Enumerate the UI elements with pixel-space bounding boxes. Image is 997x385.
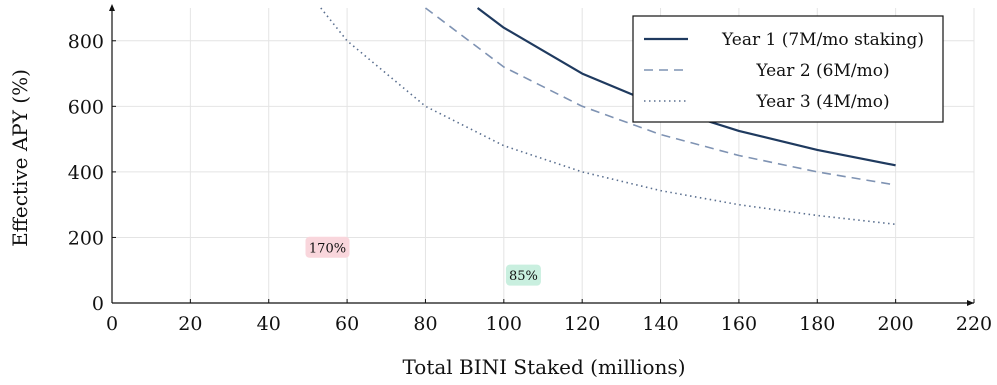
x-tick-label: 20 xyxy=(178,313,202,335)
annotation-badge xyxy=(505,264,541,286)
x-tick-label: 120 xyxy=(564,313,600,335)
y-tick-label: 800 xyxy=(68,31,104,53)
x-tick-label: 40 xyxy=(257,313,281,335)
x-tick-label: 160 xyxy=(721,313,757,335)
x-tick-label: 220 xyxy=(956,313,992,335)
y-tick-label: 0 xyxy=(92,293,104,315)
tick-labels: 0 20 40 60 80 100 120 140 160 180 200 220 0 200 400 600… xyxy=(68,31,992,335)
series-line-year-2 xyxy=(425,7,896,186)
x-tick-label: 0 xyxy=(106,313,118,335)
x-tick-label: 140 xyxy=(642,313,678,335)
annotation-badge xyxy=(305,236,350,258)
legend: Year 1 (7M/mo staking) Year 2 (6M/mo) Year… xyxy=(632,15,944,123)
x-tick-label: 60 xyxy=(335,313,359,335)
annotations: 170% 85% xyxy=(305,236,541,286)
y-axis-label: Effective APY (%) xyxy=(8,69,32,247)
x-tick-label: 80 xyxy=(413,313,437,335)
x-tick-label: 180 xyxy=(799,313,835,335)
x-axis-arrow xyxy=(967,300,974,306)
y-axis-arrow xyxy=(109,4,115,11)
x-axis-label: Total BINI Staked (millions) xyxy=(402,355,685,379)
y-tick-label: 600 xyxy=(68,96,104,118)
x-tick-label: 200 xyxy=(878,313,914,335)
annotation-label: 170% xyxy=(309,241,346,256)
annotation-label: 85% xyxy=(509,269,538,284)
legend-label: Year 2 (6M/mo) xyxy=(755,61,889,81)
legend-label: Year 3 (4M/mo) xyxy=(755,92,889,112)
legend-label: Year 1 (7M/mo staking) xyxy=(721,30,924,50)
y-tick-label: 400 xyxy=(68,162,104,184)
y-tick-label: 200 xyxy=(68,227,104,249)
series-line-year-3 xyxy=(320,7,896,226)
legend-box xyxy=(632,15,944,123)
x-tick-label: 100 xyxy=(486,313,522,335)
axes xyxy=(109,4,974,306)
